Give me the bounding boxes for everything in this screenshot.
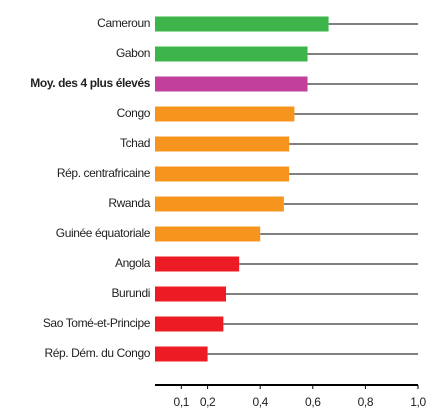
x-tick-label: 0,1 <box>174 395 190 409</box>
bar <box>155 316 224 332</box>
bar <box>155 16 329 32</box>
category-label: Rép. centrafricaine <box>57 166 151 180</box>
bar <box>155 286 227 302</box>
category-label: Tchad <box>120 136 150 150</box>
category-label: Cameroun <box>97 16 150 30</box>
category-label: Congo <box>117 106 151 120</box>
bar <box>155 256 240 272</box>
bar <box>155 76 308 92</box>
category-label: Moy. des 4 plus élevés <box>30 76 150 90</box>
bar <box>155 226 261 242</box>
x-tick-label: 0,4 <box>252 395 268 409</box>
bar <box>155 136 290 152</box>
bar <box>155 106 295 122</box>
bar <box>155 46 308 62</box>
x-tick-label: 0,2 <box>200 395 216 409</box>
category-label: Rwanda <box>108 196 150 210</box>
category-label: Angola <box>115 256 151 270</box>
bar <box>155 346 208 362</box>
category-label: Guinée équatoriale <box>56 226 151 240</box>
category-label: Sao Tomé-et-Principe <box>43 316 151 330</box>
bar <box>155 196 284 212</box>
category-label: Rép. Dém. du Congo <box>44 346 150 360</box>
x-tick-label: 1,0 <box>410 395 426 409</box>
category-label: Gabon <box>116 46 150 60</box>
bar <box>155 166 290 182</box>
x-tick-label: 0,6 <box>305 395 321 409</box>
x-tick-label: 0,8 <box>358 395 374 409</box>
category-label: Burundi <box>111 286 150 300</box>
